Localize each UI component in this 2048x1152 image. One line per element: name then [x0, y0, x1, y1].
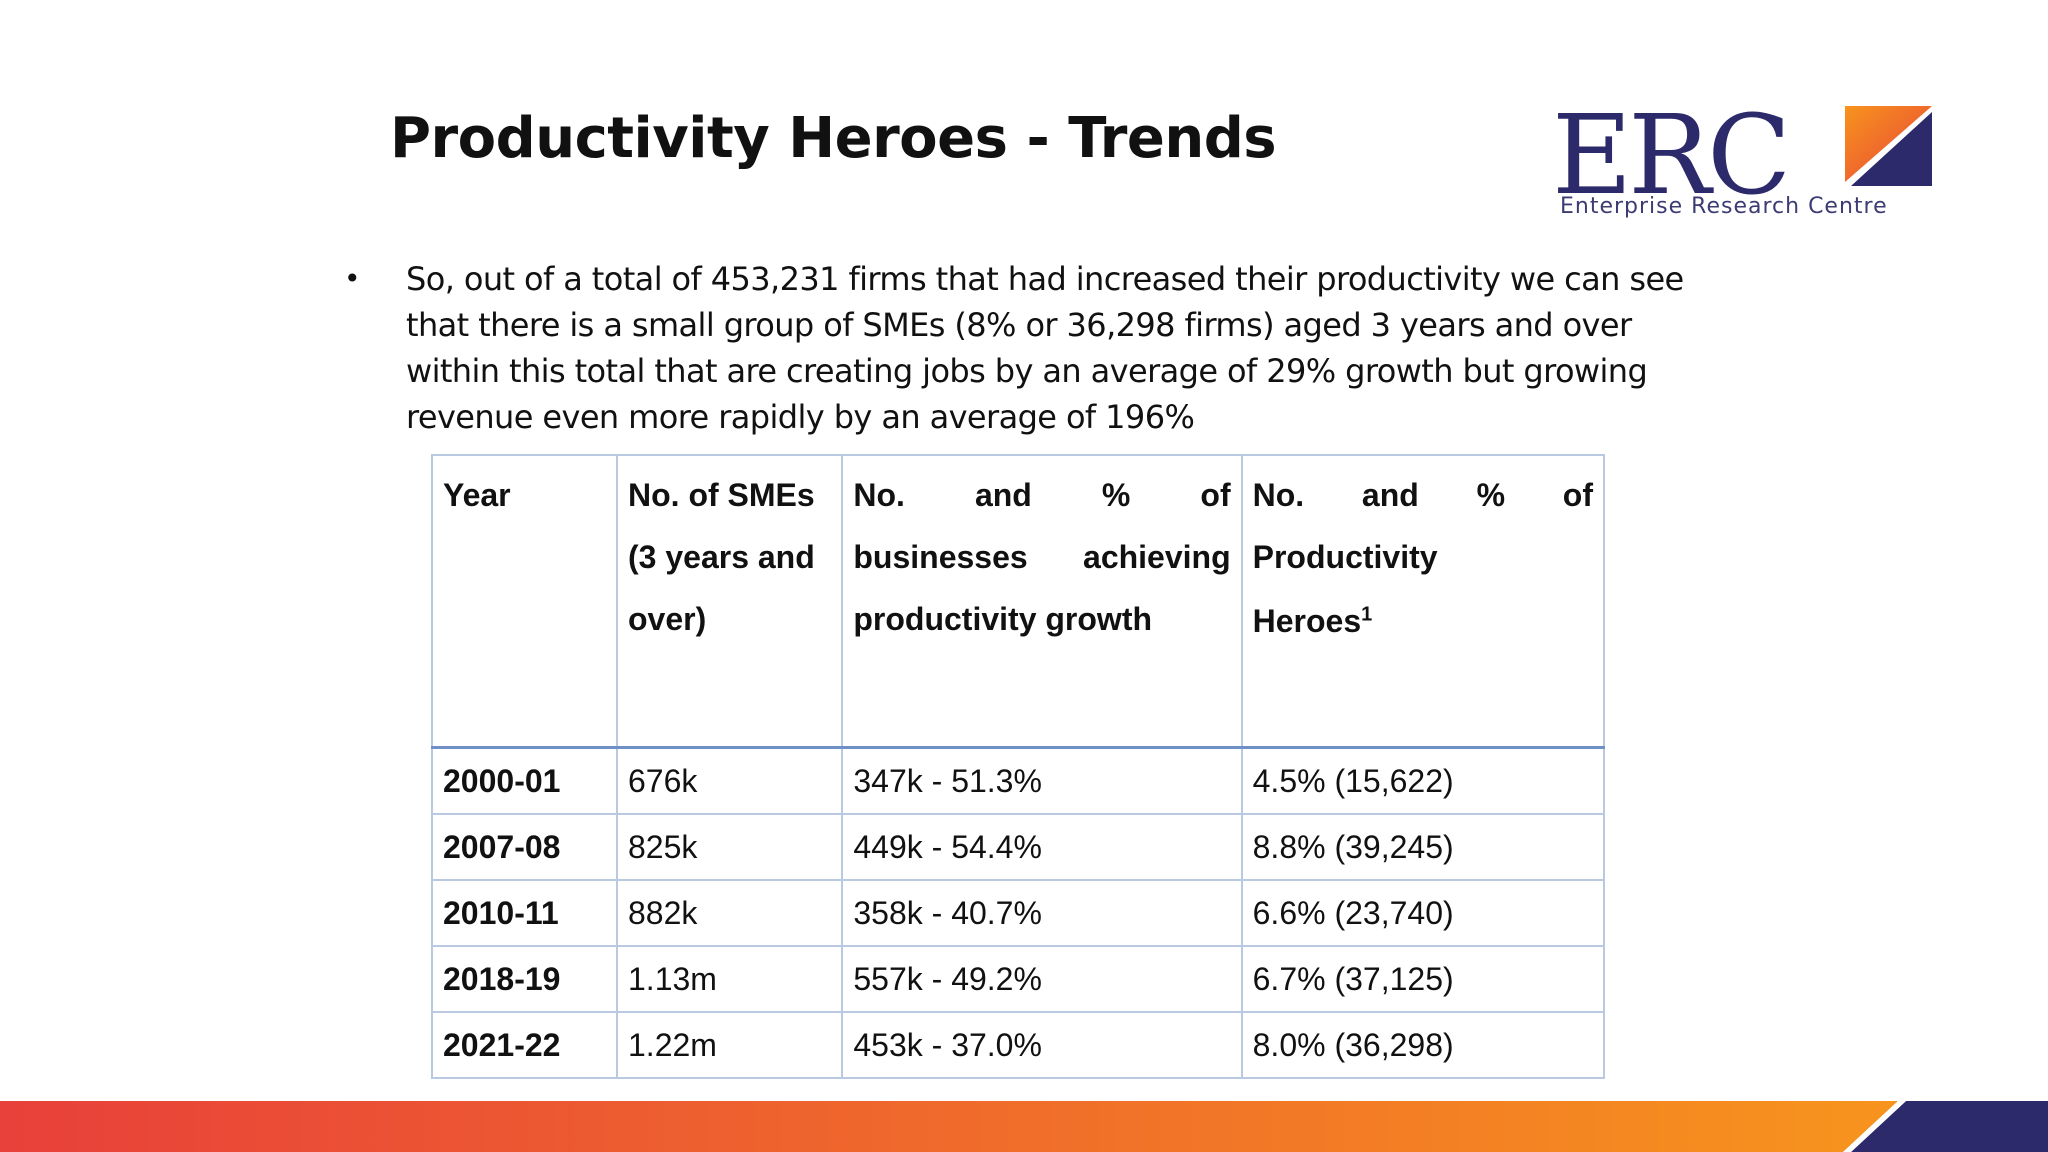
- header-heroes: No. and % of Productivity Heroes1: [1240, 454, 1606, 749]
- cell-year: 2000-01: [431, 746, 618, 815]
- logo-letters: ERC: [1552, 91, 1791, 219]
- header-heroes-line1: No. and % of: [1253, 464, 1593, 526]
- header-heroes-word: Heroes: [1252, 603, 1362, 639]
- header-word: businesses: [853, 539, 1028, 575]
- trends-table: Year No. of SMEs (3 years and over) No. …: [431, 454, 1606, 1079]
- cell-smes: 1.13m: [615, 945, 844, 1013]
- erc-logo: ERC Enterprise Research Centre: [1552, 100, 1932, 230]
- cell-heroes: 6.6% (23,740): [1240, 879, 1606, 947]
- header-word: %: [1101, 477, 1131, 513]
- header-smes-line2: (3 years and over): [628, 539, 815, 637]
- bullet-text: So, out of a total of 453,231 firms that…: [406, 260, 1684, 436]
- cell-year: 2007-08: [431, 813, 618, 881]
- cell-smes: 882k: [615, 879, 844, 947]
- header-smes-line1: No. of SMEs: [628, 477, 815, 513]
- header-word: and: [1361, 477, 1419, 513]
- cell-year: 2010-11: [431, 879, 618, 947]
- table-row: 2000-01 676k 347k - 51.3% 4.5% (15,622): [431, 746, 1606, 815]
- header-heroes-line2: Productivity: [1252, 539, 1438, 575]
- bullet-dot-icon: •: [344, 262, 361, 295]
- table-row: 2018-19 1.13m 557k - 49.2% 6.7% (37,125): [431, 945, 1606, 1013]
- header-word: No.: [853, 477, 905, 513]
- table-row: 2021-22 1.22m 453k - 37.0% 8.0% (36,298): [431, 1011, 1606, 1079]
- header-heroes-line3: Heroes1: [1253, 590, 1593, 652]
- cell-smes: 1.22m: [615, 1011, 844, 1079]
- header-businesses-line2: businesses achieving: [853, 526, 1230, 588]
- header-year: Year: [431, 454, 618, 749]
- header-word: of: [1562, 477, 1593, 513]
- header-word: achieving: [1083, 539, 1231, 575]
- logo-subtitle: Enterprise Research Centre: [1560, 194, 1888, 219]
- cell-heroes: 8.8% (39,245): [1240, 813, 1606, 881]
- footer-brand-bar: [0, 1101, 2048, 1152]
- table-header-row: Year No. of SMEs (3 years and over) No. …: [431, 454, 1606, 749]
- header-word: %: [1476, 477, 1506, 513]
- cell-businesses: 449k - 54.4%: [841, 813, 1243, 881]
- header-word: and: [974, 477, 1032, 513]
- cell-year: 2021-22: [431, 1011, 618, 1079]
- table-row: 2010-11 882k 358k - 40.7% 6.6% (23,740): [431, 879, 1606, 947]
- cell-smes: 676k: [615, 746, 844, 815]
- cell-heroes: 4.5% (15,622): [1240, 746, 1606, 815]
- header-year-label: Year: [443, 477, 511, 513]
- header-businesses: No. and % of businesses achieving produc…: [841, 454, 1243, 749]
- cell-businesses: 358k - 40.7%: [841, 879, 1243, 947]
- cell-smes: 825k: [615, 813, 844, 881]
- header-smes: No. of SMEs (3 years and over): [615, 454, 844, 749]
- cell-businesses: 557k - 49.2%: [841, 945, 1243, 1013]
- header-businesses-line3: productivity growth: [853, 601, 1153, 637]
- header-word: No.: [1252, 477, 1305, 513]
- cell-year: 2018-19: [431, 945, 618, 1013]
- footnote-marker: 1: [1361, 603, 1373, 626]
- cell-businesses: 347k - 51.3%: [841, 746, 1243, 815]
- header-businesses-line1: No. and % of: [853, 464, 1230, 526]
- cell-businesses: 453k - 37.0%: [841, 1011, 1243, 1079]
- cell-heroes: 6.7% (37,125): [1240, 945, 1606, 1013]
- slide-title: Productivity Heroes - Trends: [390, 106, 1277, 171]
- table-row: 2007-08 825k 449k - 54.4% 8.8% (39,245): [431, 813, 1606, 881]
- cell-heroes: 8.0% (36,298): [1240, 1011, 1606, 1079]
- header-word: of: [1200, 477, 1231, 513]
- logo-flag-icon: [1845, 106, 1932, 186]
